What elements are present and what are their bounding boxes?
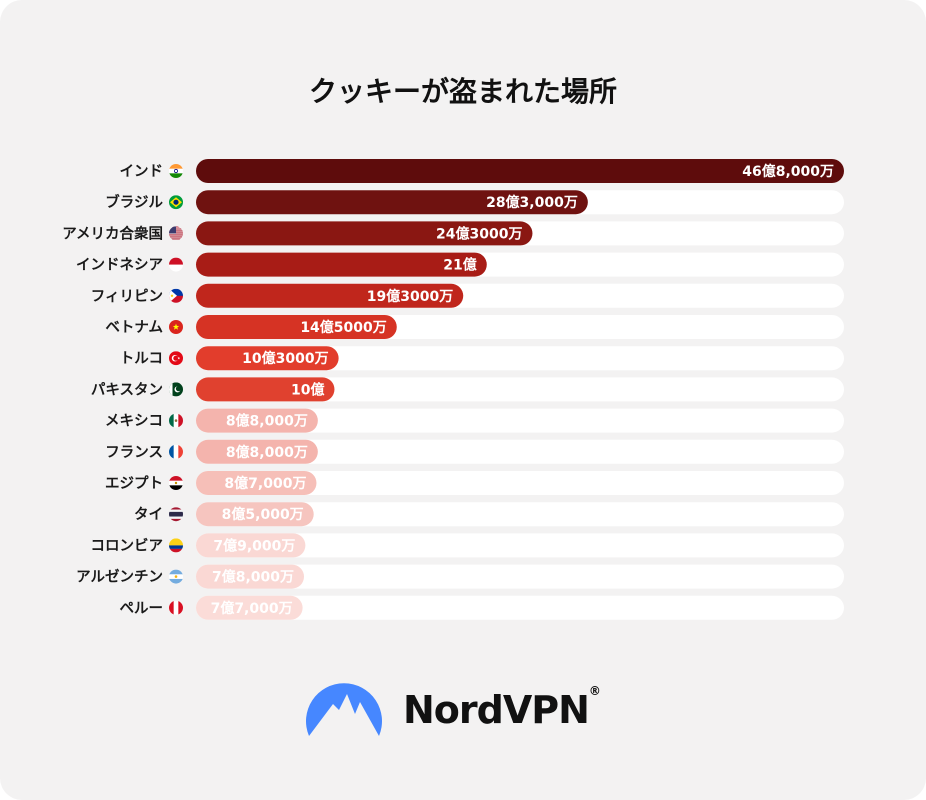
vietnam-flag-icon	[169, 320, 183, 334]
bar-track	[196, 377, 844, 402]
category-label: トルコ	[120, 351, 163, 367]
category-label: アメリカ合衆国	[62, 224, 163, 242]
bar	[196, 315, 397, 339]
france-flag-icon	[169, 444, 183, 459]
pakistan-flag-icon	[169, 382, 183, 397]
category-label: ベトナム	[105, 319, 163, 336]
bar-track	[196, 595, 844, 620]
category-label: パキスタン	[91, 381, 163, 398]
bar-track	[196, 471, 844, 495]
value-label: 7億9,000万	[213, 537, 295, 554]
value-label: 8億8,000万	[226, 444, 308, 461]
bars	[196, 159, 844, 620]
value-labels: 46億8,000万 28億3,000万 24億3000万 21億 19億3000万 14億…	[211, 163, 834, 617]
category-label: コロンビア	[91, 537, 164, 554]
thailand-flag-icon	[169, 507, 183, 522]
turkey-flag-icon	[169, 351, 183, 366]
category-label: フランス	[105, 445, 163, 461]
bar	[196, 408, 318, 433]
bar-track	[196, 346, 844, 371]
indonesia-flag-icon	[169, 257, 183, 272]
nordvpn-logo: NordVPN®	[303, 676, 623, 748]
nordvpn-mountain-icon	[306, 683, 382, 736]
bar	[196, 190, 588, 215]
mexico-flag-icon	[169, 413, 183, 428]
bar	[196, 252, 487, 277]
bar-track	[196, 564, 844, 589]
category-label: インドネシア	[76, 257, 163, 274]
peru-flag-icon	[169, 600, 183, 615]
bar	[196, 439, 318, 464]
category-label: アルゼンチン	[76, 568, 163, 586]
value-label: 28億3,000万	[486, 194, 578, 211]
bar	[196, 533, 306, 558]
bar-track	[196, 533, 844, 558]
category-label: ペルー	[120, 601, 164, 617]
india-flag-icon	[169, 164, 183, 178]
category-labels: インドブラジルアメリカ合衆国インドネシアフィリピンベトナムトルコパキスタンメキシ…	[62, 164, 163, 617]
flags	[169, 164, 183, 615]
value-label: 14億5000万	[300, 319, 386, 336]
value-label: 7億7,000万	[211, 600, 293, 617]
bar	[196, 471, 317, 495]
category-label: インド	[120, 164, 164, 180]
bar	[196, 595, 303, 620]
category-label: メキシコ	[105, 414, 163, 430]
value-label: 21億	[443, 257, 476, 274]
bar	[196, 283, 464, 308]
value-label: 19億3000万	[367, 288, 453, 305]
bar	[196, 564, 304, 589]
brand-text: NordVPN	[403, 688, 590, 732]
value-label: 8億7,000万	[224, 475, 306, 492]
brand-name: NordVPN®	[403, 684, 601, 732]
category-label: ブラジル	[105, 193, 163, 211]
argentina-flag-icon	[169, 569, 183, 584]
bar-track	[196, 439, 844, 464]
value-label: 24億3000万	[436, 225, 522, 242]
egypt-flag-icon	[169, 476, 183, 490]
bar	[196, 502, 314, 527]
colombia-flag-icon	[169, 538, 183, 553]
value-label: 46億8,000万	[742, 163, 834, 180]
value-label: 10億	[291, 381, 324, 398]
philippines-flag-icon	[169, 288, 183, 303]
value-label: 8億8,000万	[226, 413, 308, 430]
brazil-flag-icon	[169, 195, 183, 210]
value-label: 10億3000万	[242, 350, 328, 367]
category-label: タイ	[134, 506, 163, 523]
bar-chart: インドブラジルアメリカ合衆国インドネシアフィリピンベトナムトルコパキスタンメキシ…	[62, 159, 844, 620]
bar	[196, 377, 335, 402]
registered-mark: ®	[588, 684, 601, 698]
bar	[196, 346, 339, 371]
bar-track	[196, 502, 844, 527]
bar-track	[196, 408, 844, 433]
category-label: エジプト	[105, 475, 163, 492]
bar	[196, 221, 533, 246]
chart-title: クッキーが盗まれた場所	[308, 75, 617, 108]
value-label: 7億8,000万	[212, 569, 294, 586]
value-label: 8億5,000万	[222, 506, 304, 523]
category-label: フィリピン	[91, 288, 163, 305]
usa-flag-icon	[169, 226, 183, 240]
bar	[196, 159, 844, 183]
